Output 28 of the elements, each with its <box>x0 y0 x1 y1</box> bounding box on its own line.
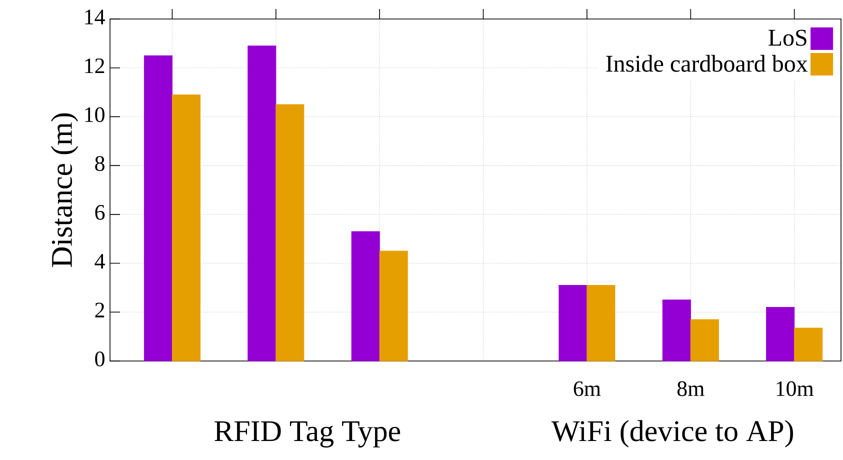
y-tick-label: 6 <box>95 205 105 220</box>
bar <box>379 250 408 362</box>
bar <box>586 284 616 362</box>
bar <box>276 104 304 362</box>
y-axis-title: Distance (m) <box>50 113 78 268</box>
x-tick-label: 8m <box>677 381 704 396</box>
bar <box>144 55 172 362</box>
text: WiFi (device to AP) <box>551 420 794 448</box>
y-tick-label: 2 <box>95 302 104 318</box>
y-tick-label: 14 <box>85 10 105 24</box>
bar <box>662 300 691 362</box>
legend-label: LoS <box>768 30 806 46</box>
text: RFID Tag Type <box>214 421 400 448</box>
bar <box>248 46 276 362</box>
bar <box>172 94 200 362</box>
bar <box>794 328 823 362</box>
bar <box>690 319 719 362</box>
legend-label: Inside cardboard box <box>606 54 808 72</box>
y-tick-label: 0 <box>95 352 104 366</box>
bar <box>351 231 380 362</box>
y-tick-label: 10 <box>85 107 104 122</box>
y-tick-label: 8 <box>95 156 104 171</box>
y-tick-label: 4 <box>94 254 105 268</box>
bar <box>558 284 588 362</box>
y-tick-label: 12 <box>85 58 104 74</box>
x-tick-label: 10m <box>776 381 814 396</box>
x-tick-label: 6m <box>574 381 601 396</box>
bar <box>766 306 795 362</box>
